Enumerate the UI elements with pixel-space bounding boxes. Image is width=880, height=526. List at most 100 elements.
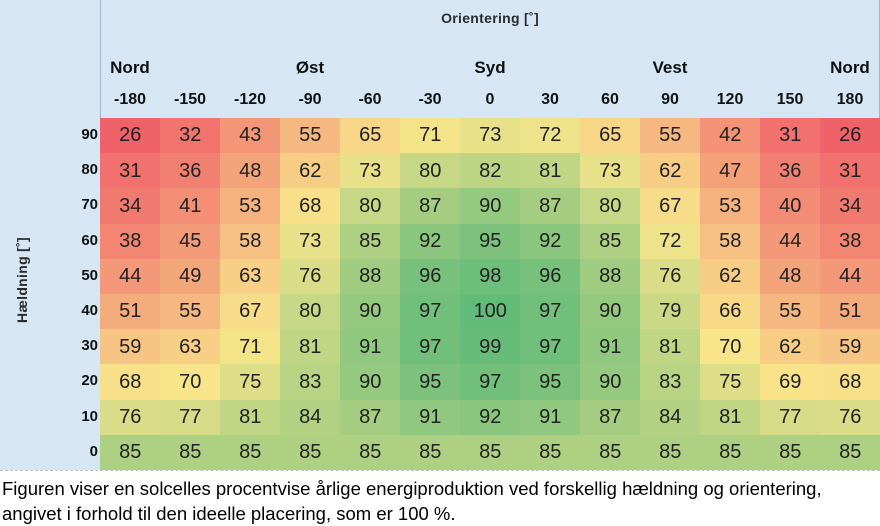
heatmap-cell: 82	[460, 153, 521, 189]
heatmap-cell: 58	[220, 223, 281, 260]
heatmap-cell: 51	[820, 294, 880, 330]
direction-label: Vest	[652, 58, 688, 77]
heatmap-cell: 85	[160, 434, 221, 471]
heatmap-cell: 95	[400, 364, 461, 401]
heatmap-cell: 90	[460, 188, 521, 225]
heatmap-cell: 34	[100, 188, 161, 225]
heatmap-cell: 48	[760, 258, 821, 295]
row-header: 50	[81, 266, 98, 284]
heatmap-cell: 76	[640, 258, 701, 295]
heatmap-cell: 73	[460, 118, 521, 154]
heatmap-cell: 55	[280, 118, 341, 154]
heatmap-cell: 73	[280, 223, 341, 260]
heatmap-cell: 58	[700, 223, 761, 260]
heatmap-cell: 80	[580, 188, 641, 225]
heatmap-cell: 91	[340, 329, 401, 365]
heatmap-cell: 80	[400, 153, 461, 189]
heatmap-cell: 73	[340, 153, 401, 189]
column-header: -180	[113, 91, 147, 108]
heatmap-cell: 70	[700, 329, 761, 365]
heatmap-cell: 26	[100, 118, 161, 154]
caption-divider	[0, 470, 880, 471]
column-header: 90	[661, 91, 679, 108]
direction-label: Nord	[830, 58, 870, 77]
heatmap-cell: 63	[160, 329, 221, 365]
heatmap-cell: 67	[640, 188, 701, 225]
heatmap-cell: 38	[820, 223, 880, 260]
heatmap-cell: 71	[400, 118, 461, 154]
heatmap-cell: 31	[100, 153, 161, 189]
heatmap-cell: 62	[640, 153, 701, 189]
heatmap-cell: 91	[400, 399, 461, 436]
heatmap-cell: 31	[760, 118, 821, 154]
heatmap-cell: 55	[160, 294, 221, 330]
heatmap-cell: 38	[100, 223, 161, 260]
heatmap-cell: 85	[400, 434, 461, 471]
heatmap-cell: 90	[580, 364, 641, 401]
heatmap-cell: 44	[100, 258, 161, 295]
heatmap-cell: 49	[160, 258, 221, 295]
heatmap-cell: 90	[340, 294, 401, 330]
heatmap-cell: 85	[220, 434, 281, 471]
heatmap-cell: 76	[100, 399, 161, 436]
heatmap-cell: 65	[340, 118, 401, 154]
heatmap-cell: 90	[340, 364, 401, 401]
heatmap-cell: 66	[700, 294, 761, 330]
heatmap-cell: 90	[580, 294, 641, 330]
heatmap-cell: 76	[280, 258, 341, 295]
column-header: 30	[541, 91, 559, 108]
column-header: -150	[173, 91, 207, 108]
heatmap-cell: 71	[220, 329, 281, 365]
column-header: 180	[836, 91, 864, 108]
header-corner	[0, 0, 101, 118]
heatmap-cell: 80	[340, 188, 401, 225]
heatmap-cell: 75	[700, 364, 761, 401]
row-header: 40	[81, 302, 98, 319]
heatmap-cell: 36	[160, 153, 221, 189]
heatmap-cell: 96	[400, 258, 461, 295]
heatmap-cell: 68	[280, 188, 341, 225]
row-header: 80	[81, 161, 98, 179]
heatmap-grid: 26 32 43 55 65 71 73 72 65 55 42 31 26 31 36 48 62 73 80 82…	[100, 118, 880, 471]
heatmap-cell: 97	[400, 329, 461, 365]
heatmap-cell: 53	[220, 188, 281, 225]
heatmap-cell: 88	[580, 258, 641, 295]
heatmap-cell: 85	[280, 434, 341, 471]
heatmap-cell: 81	[700, 399, 761, 436]
heatmap-cell: 87	[400, 188, 461, 225]
heatmap-cell: 95	[520, 364, 581, 401]
heatmap-cell: 85	[460, 434, 521, 471]
heatmap-cell: 87	[340, 399, 401, 436]
y-axis-title: Hældning [˚]	[14, 236, 30, 324]
heatmap-cell: 85	[700, 434, 761, 471]
heatmap-cell: 63	[220, 258, 281, 295]
row-header: 0	[89, 442, 98, 460]
direction-label: Syd	[474, 58, 506, 77]
column-header: 60	[601, 91, 619, 108]
heatmap-cell: 85	[580, 223, 641, 260]
heatmap-cell: 83	[640, 364, 701, 401]
heatmap-cell: 42	[700, 118, 761, 154]
heatmap-cell: 36	[760, 153, 821, 189]
heatmap-cell: 70	[160, 364, 221, 401]
row-header: 20	[81, 372, 98, 390]
heatmap-cell: 69	[760, 364, 821, 401]
row-header: 70	[81, 196, 98, 214]
heatmap-cell: 84	[280, 399, 341, 436]
heatmap-cell: 87	[580, 399, 641, 436]
heatmap-cell: 81	[220, 399, 281, 436]
heatmap-cell: 53	[700, 188, 761, 225]
heatmap-cell: 85	[820, 434, 880, 471]
heatmap-cell: 92	[460, 399, 521, 436]
heatmap-cell: 85	[340, 434, 401, 471]
heatmap-cell: 31	[820, 153, 880, 189]
heatmap-cell: 100	[460, 294, 521, 330]
heatmap-cell: 77	[760, 399, 821, 436]
heatmap-cell: 62	[760, 329, 821, 365]
heatmap-cell: 73	[580, 153, 641, 189]
heatmap-cell: 67	[220, 294, 281, 330]
heatmap-cell: 45	[160, 223, 221, 260]
heatmap-cell: 55	[640, 118, 701, 154]
heatmap-cell: 79	[640, 294, 701, 330]
heatmap-cell: 92	[520, 223, 581, 260]
